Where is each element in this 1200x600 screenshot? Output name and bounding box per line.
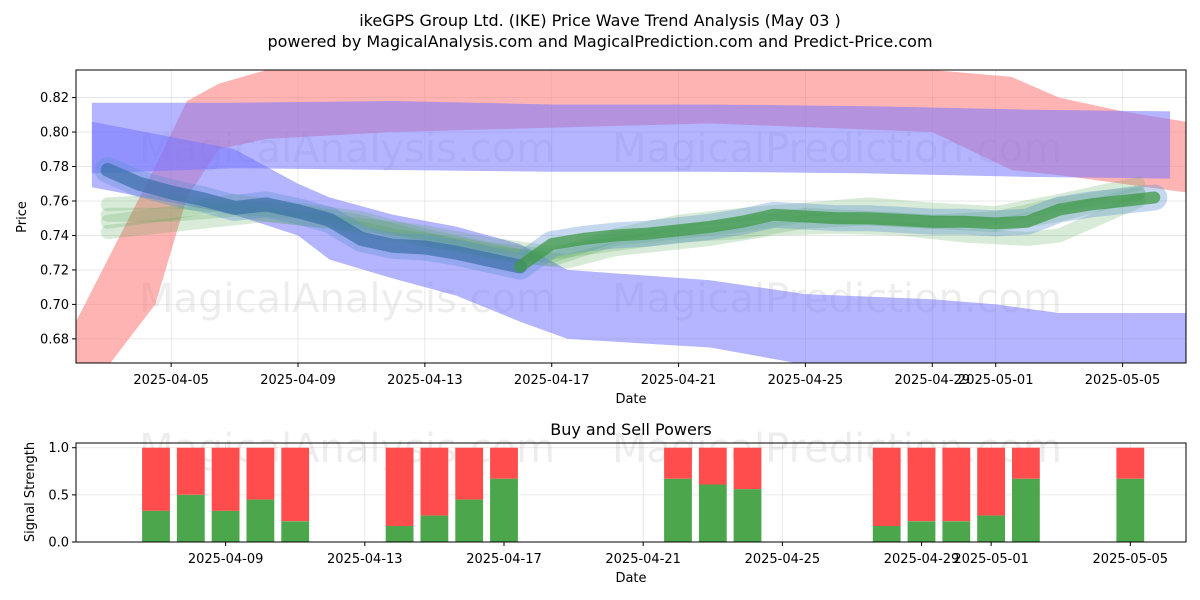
- sell-bar: [385, 447, 414, 526]
- top-x-tick-label: 2025-04-21: [641, 373, 717, 388]
- sell-bar: [420, 447, 449, 516]
- top-x-tick-label: 2025-04-13: [387, 373, 463, 388]
- bottom-x-label: Date: [615, 571, 646, 586]
- bottom-y-tick-label: 1.0: [48, 441, 69, 456]
- bottom-x-tick-label: 2025-05-01: [953, 552, 1029, 567]
- sell-bar: [246, 447, 275, 500]
- buy-bar: [490, 478, 518, 542]
- buy-bar: [420, 515, 449, 542]
- bottom-x-tick-label: 2025-04-17: [466, 552, 542, 567]
- buy-bar: [733, 489, 762, 542]
- buy-bar: [211, 510, 240, 542]
- top-x-tick-label: 2025-05-01: [958, 373, 1034, 388]
- top-x-tick-label: 2025-04-17: [514, 373, 590, 388]
- sell-bar: [211, 447, 240, 511]
- top-y-tick-label: 0.70: [40, 298, 69, 313]
- top-y-tick-label: 0.72: [40, 263, 69, 278]
- top-plot-frame: [75, 69, 1187, 364]
- sell-bar: [907, 447, 936, 522]
- blue-lower-band: [91, 121, 1186, 363]
- top-y-tick-label: 0.80: [40, 126, 69, 141]
- buy-bar: [942, 521, 971, 542]
- bottom-x-tick-label: 2025-04-29: [884, 552, 960, 567]
- sell-bar: [698, 447, 727, 485]
- bottom-y-tick-label: 0.0: [48, 536, 69, 551]
- sell-bar: [664, 447, 692, 479]
- chart-subtitle: powered by MagicalAnalysis.com and Magic…: [267, 32, 932, 51]
- sell-bar: [733, 447, 762, 490]
- top-y-label: Price: [15, 201, 30, 233]
- sell-bar: [977, 447, 1005, 516]
- buy-bar: [698, 484, 727, 542]
- sell-bar: [176, 447, 205, 495]
- top-x-tick-label: 2025-04-29: [895, 373, 971, 388]
- bottom-y-label: Signal Strength: [23, 442, 38, 542]
- buy-bar: [142, 510, 170, 542]
- watermark-bottom-left: MagicalAnalysis.com: [139, 426, 555, 472]
- buy-bar: [872, 526, 901, 542]
- sell-bar: [872, 447, 901, 526]
- buy-bar: [907, 521, 936, 542]
- buy-bar: [281, 521, 310, 542]
- buy-bar: [977, 515, 1005, 542]
- buy-bar: [385, 526, 414, 542]
- bottom-plot-frame: [75, 442, 1187, 543]
- top-y-tick-label: 0.68: [40, 332, 69, 347]
- chart-title: ikeGPS Group Ltd. (IKE) Price Wave Trend…: [359, 11, 841, 30]
- sell-bar: [1012, 447, 1040, 479]
- top-y-tick-label: 0.78: [40, 160, 69, 175]
- top-x-tick-label: 2025-04-09: [260, 373, 336, 388]
- blue-upper-band: [91, 101, 1171, 179]
- bottom-x-tick-label: 2025-05-05: [1093, 552, 1169, 567]
- bottom-y-tick-label: 0.5: [48, 488, 69, 503]
- top-y-tick-label: 0.76: [40, 194, 69, 209]
- bottom-x-tick-label: 2025-04-21: [605, 552, 681, 567]
- top-bands: [76, 70, 1186, 363]
- top-axes: 0.68 0.70 0.72 0.74 0.76 0.78 0.80 0.82 2025-04-…: [40, 91, 1160, 388]
- bottom-x-tick-label: 2025-04-25: [745, 552, 821, 567]
- sell-bar: [455, 447, 484, 500]
- bottom-bars: [142, 447, 1145, 542]
- main-wave-down: [100, 163, 527, 274]
- top-x-label: Date: [615, 392, 646, 407]
- buy-bar: [455, 499, 484, 542]
- sell-bar: [942, 447, 971, 522]
- top-y-tick-label: 0.74: [40, 229, 69, 244]
- buy-bar: [1012, 478, 1040, 542]
- top-x-tick-label: 2025-04-05: [133, 373, 209, 388]
- buy-bar: [1116, 478, 1145, 542]
- sell-bar: [142, 447, 170, 511]
- top-y-tick-label: 0.82: [40, 91, 69, 106]
- main-wave-up: [514, 191, 1161, 273]
- sell-bar: [1116, 447, 1145, 479]
- sell-bar: [490, 447, 518, 479]
- bottom-x-tick-label: 2025-04-09: [188, 552, 264, 567]
- bottom-x-tick-label: 2025-04-13: [327, 552, 403, 567]
- top-x-tick-label: 2025-04-25: [768, 373, 844, 388]
- bottom-title: Buy and Sell Powers: [550, 420, 712, 439]
- buy-bar: [176, 494, 205, 542]
- bottom-axes: 0.0 0.5 1.0 2025-04-09 2025-04-13 2025-04-17 2…: [48, 441, 1168, 567]
- top-x-tick-label: 2025-05-05: [1085, 373, 1161, 388]
- sell-bar: [281, 447, 310, 522]
- buy-bar: [246, 499, 275, 542]
- buy-bar: [664, 478, 692, 542]
